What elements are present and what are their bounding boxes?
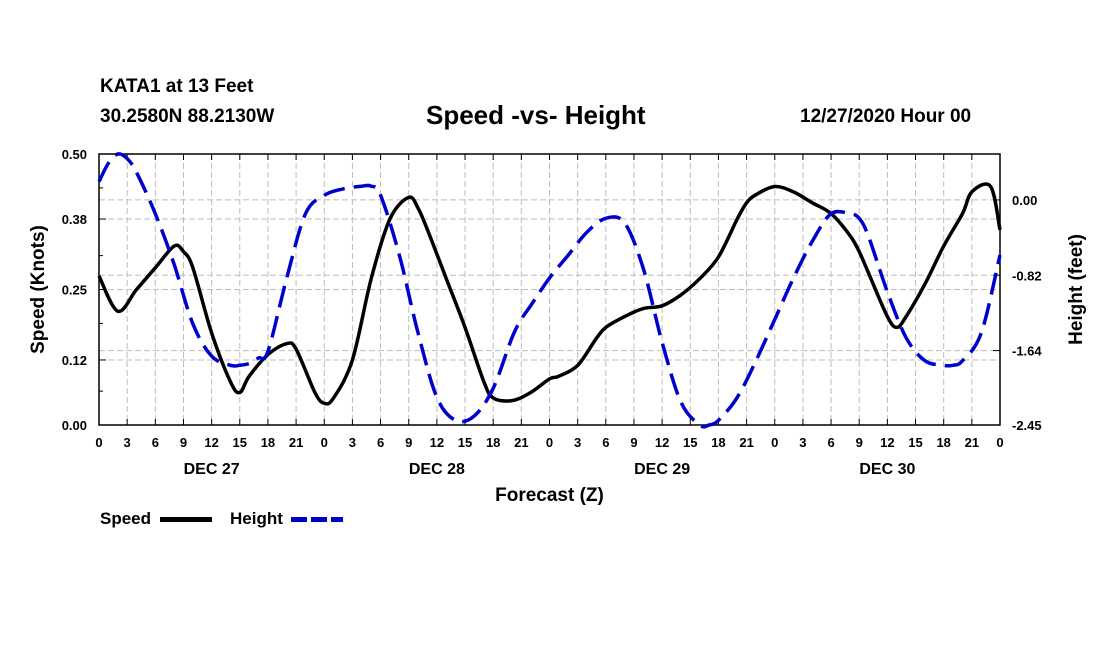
- x-tick-label: 12: [880, 435, 894, 450]
- day-label: DEC 28: [409, 461, 465, 478]
- x-tick-label: 6: [827, 435, 834, 450]
- x-tick-label: 9: [630, 435, 637, 450]
- x-tick-label: 18: [261, 435, 275, 450]
- x-tick-label: 0: [321, 435, 328, 450]
- y-left-tick-label: 0.25: [62, 283, 87, 298]
- x-tick-label: 0: [771, 435, 778, 450]
- x-tick-label: 12: [655, 435, 669, 450]
- x-tick-label: 21: [739, 435, 753, 450]
- series-line-height: [97, 152, 1002, 429]
- x-tick-label: 21: [289, 435, 303, 450]
- x-tick-label: 0: [95, 435, 102, 450]
- y-right-tick-label: -1.64: [1012, 344, 1042, 359]
- x-tick-label: 0: [996, 435, 1003, 450]
- series-line-speed: [97, 182, 1002, 406]
- legend-height-label: Height: [230, 509, 283, 528]
- x-tick-label: 9: [180, 435, 187, 450]
- y-left-tick-label: 0.38: [62, 212, 87, 227]
- x-tick-label: 15: [233, 435, 247, 450]
- x-tick-label: 15: [683, 435, 697, 450]
- x-tick-label: 18: [711, 435, 725, 450]
- y-right-tick-label: 0.00: [1012, 193, 1037, 208]
- y-left-tick-label: 0.00: [62, 418, 87, 433]
- x-axis-title: Forecast (Z): [495, 485, 604, 506]
- x-tick-label: 3: [574, 435, 581, 450]
- x-tick-label: 15: [908, 435, 922, 450]
- x-tick-label: 6: [377, 435, 384, 450]
- x-tick-label: 3: [124, 435, 131, 450]
- x-tick-label: 18: [936, 435, 950, 450]
- x-tick-label: 12: [430, 435, 444, 450]
- legend-speed-label: Speed: [100, 509, 152, 528]
- day-label: DEC 29: [634, 461, 690, 478]
- y-right-axis-title: Height (feet): [1066, 234, 1087, 345]
- station-label: KATA1 at 13 Feet: [100, 76, 254, 97]
- y-left-tick-label: 0.50: [62, 147, 87, 162]
- x-tick-label: 21: [514, 435, 528, 450]
- x-tick-label: 18: [486, 435, 500, 450]
- x-tick-label: 0: [546, 435, 553, 450]
- x-tick-label: 9: [856, 435, 863, 450]
- chart-title: Speed -vs- Height: [426, 100, 646, 130]
- x-tick-label: 12: [204, 435, 218, 450]
- issued-time-label: 12/27/2020 Hour 00: [800, 106, 972, 127]
- y-right-tick-label: -0.82: [1012, 268, 1042, 283]
- legend-speed-swatch: [160, 517, 212, 522]
- x-tick-label: 15: [458, 435, 472, 450]
- day-label: DEC 30: [859, 461, 915, 478]
- x-tick-label: 6: [152, 435, 159, 450]
- x-tick-label: 3: [349, 435, 356, 450]
- y-left-tick-label: 0.12: [62, 353, 87, 368]
- coordinates-label: 30.2580N 88.2130W: [100, 106, 275, 127]
- x-tick-label: 3: [799, 435, 806, 450]
- day-label: DEC 27: [184, 461, 240, 478]
- y-left-axis-title: Speed (Knots): [28, 225, 49, 354]
- x-tick-label: 9: [405, 435, 412, 450]
- x-tick-label: 6: [602, 435, 609, 450]
- x-tick-label: 21: [965, 435, 979, 450]
- y-right-tick-label: -2.45: [1012, 418, 1042, 433]
- legend-height-swatch: [291, 517, 343, 522]
